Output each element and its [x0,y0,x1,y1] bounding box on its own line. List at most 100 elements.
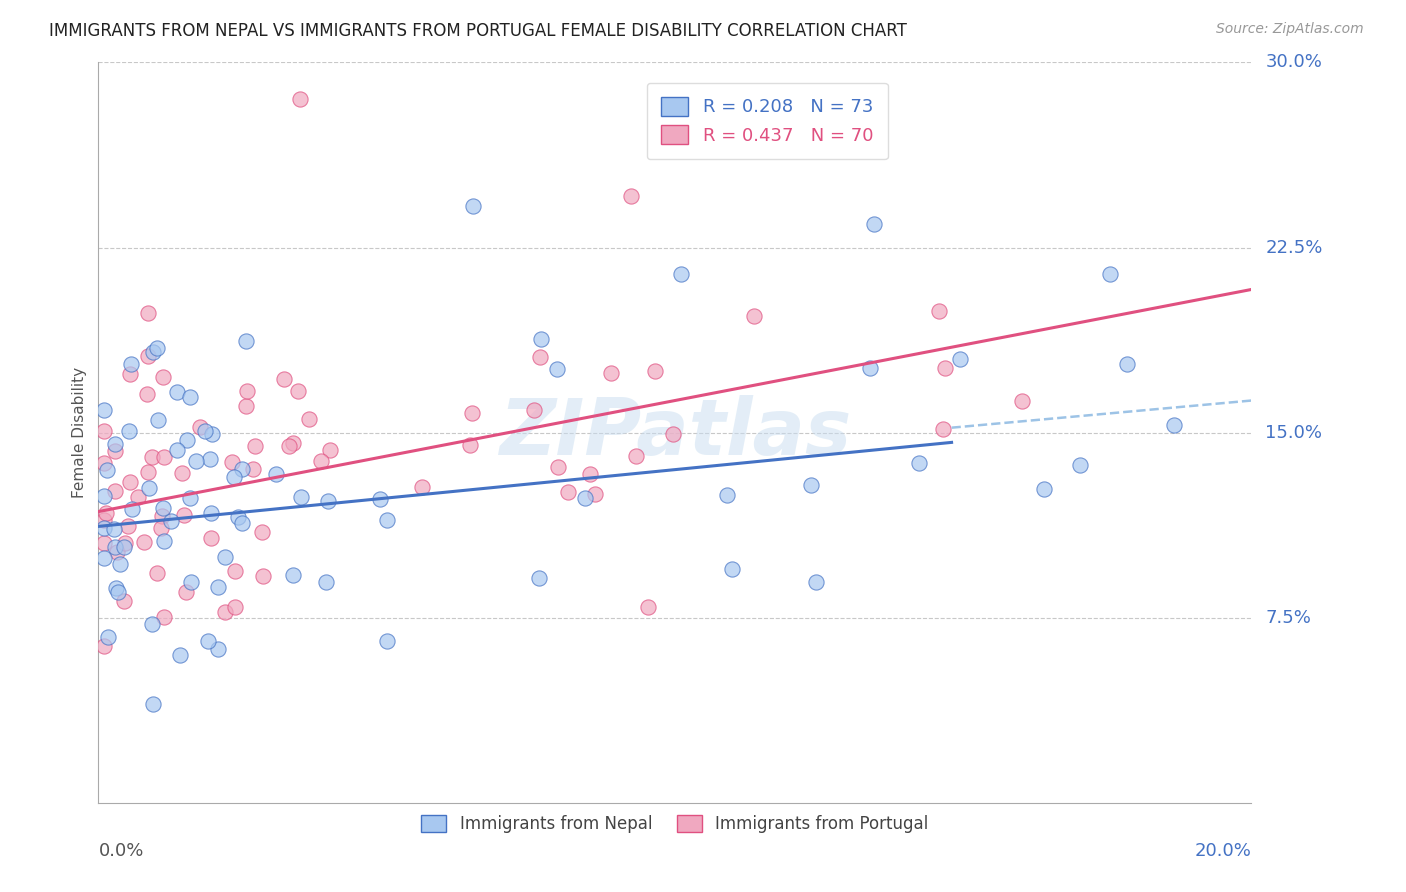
Point [138,481,160,495]
Point [93,639,115,653]
Point [742,309,765,323]
Point [142,344,165,359]
Point [136,306,159,320]
Point [311,454,333,468]
Point [166,385,188,400]
Point [461,406,484,420]
Point [174,585,197,599]
Point [721,562,744,576]
Point [231,462,253,476]
Point [150,509,173,524]
Legend: Immigrants from Nepal, Immigrants from Portugal: Immigrants from Nepal, Immigrants from P… [408,801,942,847]
Point [804,574,827,589]
Point [290,490,312,504]
Point [624,449,647,463]
Point [118,475,141,490]
Point [1099,268,1122,282]
Point [928,303,950,318]
Point [93,403,115,417]
Point [583,487,606,501]
Point [579,467,602,482]
Point [527,571,550,585]
Point [669,268,692,282]
Point [368,492,391,507]
Point [184,454,207,468]
Point [461,198,484,212]
Point [235,334,257,348]
Point [377,513,399,527]
Point [180,574,202,589]
Point [716,488,738,502]
Point [160,514,183,528]
Point [529,351,551,365]
Point [231,516,253,530]
Point [93,424,115,438]
Point [620,189,643,203]
Point [153,610,176,624]
Point [557,484,579,499]
Point [1011,393,1033,408]
Text: 7.5%: 7.5% [1265,608,1312,627]
Point [523,403,546,417]
Point [226,509,249,524]
Text: ZIPatlas: ZIPatlas [499,394,851,471]
Point [1032,482,1054,496]
Point [207,641,229,656]
Point [179,390,201,404]
Point [93,456,115,470]
Point [290,92,312,106]
Point [118,424,141,438]
Point [104,581,127,595]
Point [863,217,886,231]
Point [375,633,398,648]
Point [266,467,288,482]
Point [104,484,127,499]
Point [114,536,136,550]
Point [644,363,666,377]
Point [198,452,221,467]
Text: Source: ZipAtlas.com: Source: ZipAtlas.com [1216,22,1364,37]
Point [235,399,257,413]
Point [214,550,236,565]
Point [297,411,319,425]
Point [118,367,141,381]
Point [283,568,305,582]
Point [153,533,176,548]
Point [932,422,955,436]
Point [224,600,246,615]
Point [108,557,131,571]
Point [104,540,127,554]
Point [316,494,339,508]
Point [194,424,217,438]
Point [319,443,342,458]
Point [169,648,191,663]
Text: 0.0%: 0.0% [98,842,143,860]
Text: 30.0%: 30.0% [1265,54,1322,71]
Point [93,520,115,534]
Point [252,569,274,583]
Point [278,439,301,453]
Point [148,413,170,427]
Point [153,450,176,465]
Point [637,599,659,614]
Point [574,491,596,505]
Point [411,480,433,494]
Point [1116,357,1139,371]
Point [146,341,169,355]
Point [207,580,229,594]
Point [283,436,305,450]
Point [97,631,120,645]
Point [800,477,823,491]
Point [132,534,155,549]
Point [146,566,169,581]
Point [315,574,337,589]
Point [273,371,295,385]
Point [121,502,143,516]
Point [93,490,115,504]
Point [120,357,142,371]
Point [93,536,115,550]
Point [458,438,481,452]
Point [908,456,931,470]
Point [287,384,309,398]
Text: 22.5%: 22.5% [1265,238,1323,257]
